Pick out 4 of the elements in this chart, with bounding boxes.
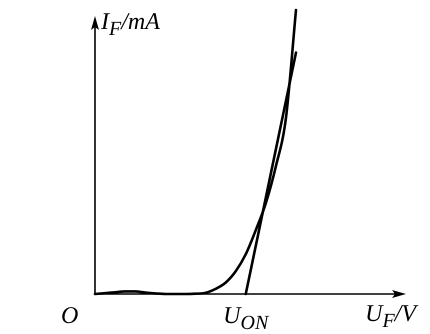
text: O	[61, 303, 78, 329]
y-axis-title: I$_{F}$/mA	[101, 9, 160, 40]
text: U$_{ON}$	[223, 303, 268, 334]
x-axis-title: U$_{F}$/V	[365, 301, 416, 332]
